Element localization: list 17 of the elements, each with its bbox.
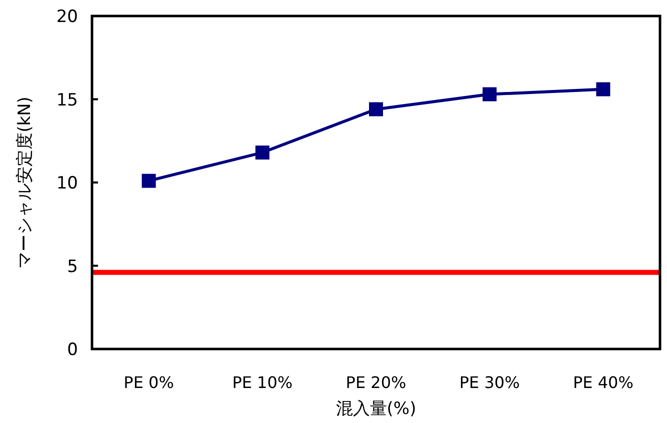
point bbox=[142, 174, 156, 188]
y-tick-label: 0 bbox=[67, 340, 78, 360]
y-tick-label: 20 bbox=[56, 7, 78, 27]
point bbox=[255, 146, 270, 160]
x-tick-label: PE 0% bbox=[124, 373, 174, 392]
y-axis-title: マーシャル安定度(kN) bbox=[15, 96, 35, 268]
x-tick-label: PE 20% bbox=[346, 373, 406, 392]
y-tick-label: 10 bbox=[56, 174, 78, 194]
y-tick-label: 5 bbox=[67, 256, 78, 277]
point bbox=[596, 82, 610, 96]
point bbox=[482, 87, 497, 102]
x-tick-label: PE 40% bbox=[572, 373, 634, 392]
x-axis-title: 混入量(%) bbox=[336, 399, 416, 419]
y-tick-label: 15 bbox=[56, 90, 78, 110]
x-tick-label: PE 10% bbox=[232, 373, 293, 392]
x-tick-label: PE 30% bbox=[459, 373, 520, 392]
point bbox=[369, 102, 383, 116]
